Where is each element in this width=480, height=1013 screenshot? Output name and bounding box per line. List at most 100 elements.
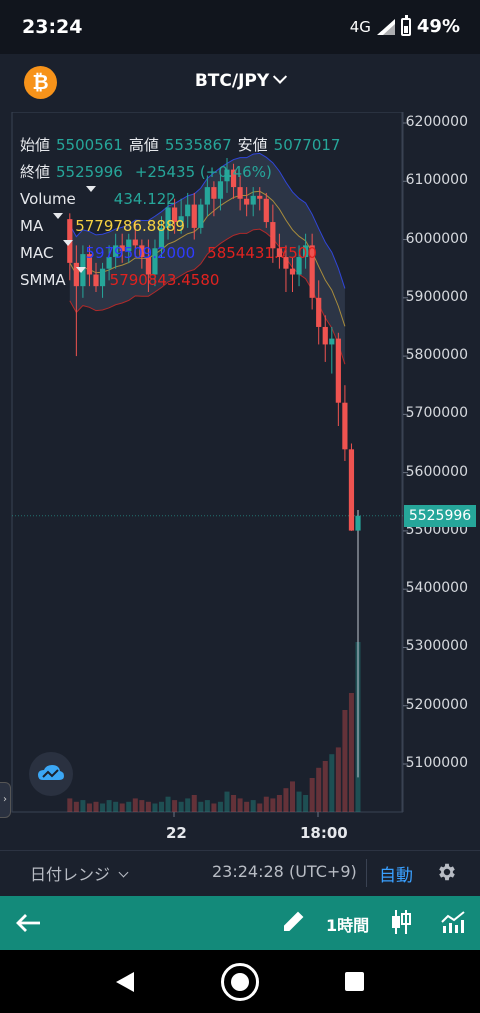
nav-recents-icon[interactable]: [345, 972, 364, 991]
volume-bar: [329, 754, 335, 812]
volume-bar: [348, 693, 354, 812]
candle-body: [106, 257, 112, 269]
chart-header: ₿ BTC/JPY: [0, 54, 480, 112]
back-arrow-icon[interactable]: [14, 908, 44, 938]
candlestick-chart[interactable]: [0, 112, 480, 850]
volume-label: Volume: [20, 190, 76, 208]
volume-bar: [257, 803, 263, 812]
volume-bar: [126, 801, 132, 812]
ma-value: 5779786.8889: [75, 217, 185, 235]
change-value: +25435 (+0.46%): [134, 163, 272, 181]
smma-label: SMMA: [20, 271, 66, 289]
volume-bar: [316, 767, 322, 812]
auto-scale-button[interactable]: 自動: [379, 866, 413, 886]
volume-bar: [276, 795, 282, 812]
candle-body: [93, 274, 99, 287]
dropdown-icon[interactable]: [63, 240, 74, 246]
bottom-toolbar: 1時間: [0, 896, 480, 950]
ohlc-row: 始値 5500561 高値 5535867 安値 5077017: [20, 132, 340, 159]
dropdown-icon[interactable]: [85, 186, 96, 192]
candle-body: [250, 195, 256, 205]
candle-body: [172, 207, 178, 223]
candle-body: [329, 338, 335, 345]
pencil-icon[interactable]: [282, 909, 306, 933]
candle-body: [283, 257, 289, 269]
candle-body: [217, 181, 224, 199]
candle-body: [119, 245, 125, 252]
indicators-icon[interactable]: [440, 910, 466, 934]
volume-bar: [165, 796, 171, 812]
price-chart[interactable]: 始値 5500561 高値 5535867 安値 5077017 終値 5525…: [0, 112, 480, 850]
candle-body: [145, 257, 151, 275]
candle-body: [303, 245, 309, 258]
dropdown-icon[interactable]: [75, 267, 86, 273]
candlestick-type-icon[interactable]: [390, 908, 412, 936]
high-label: 高値: [128, 136, 159, 154]
mac-lower-value: 5854431.7500: [207, 244, 317, 262]
date-range-label: 日付レンジ: [30, 865, 111, 884]
chart-legend: 始値 5500561 高値 5535867 安値 5077017 終値 5525…: [20, 132, 340, 294]
volume-bar: [198, 801, 204, 812]
candle-body: [211, 187, 217, 199]
time-label-day: 22: [166, 824, 187, 842]
chevron-down-icon: [273, 69, 288, 84]
volume-bar: [211, 803, 217, 812]
candle-body: [224, 169, 230, 182]
volume-row[interactable]: Volume 434.122: [20, 186, 340, 213]
mac-row[interactable]: MAC 5979509.2000 5854431.7500: [20, 240, 340, 267]
candle-body: [270, 222, 276, 249]
candle-body: [126, 239, 132, 252]
nav-home-icon[interactable]: [221, 963, 259, 1001]
candle-body: [296, 257, 302, 275]
candle-body: [191, 204, 197, 228]
volume-bar: [132, 798, 138, 812]
network-label: 4G: [349, 17, 371, 36]
symbol-selector[interactable]: BTC/JPY: [0, 69, 480, 91]
dropdown-icon[interactable]: [53, 213, 64, 219]
candle-body: [237, 187, 243, 199]
current-price-tag: 5525996: [404, 504, 476, 527]
date-range-selector[interactable]: 日付レンジ: [30, 861, 129, 885]
candle-body: [86, 254, 93, 275]
symbol-label: BTC/JPY: [194, 71, 270, 91]
volume-bar: [335, 747, 341, 812]
candle-body: [244, 198, 250, 205]
status-time: 23:24: [22, 16, 83, 38]
volume-bar: [250, 800, 256, 812]
volume-bar: [113, 801, 119, 812]
tradingview-logo-icon[interactable]: [29, 752, 73, 796]
candle-body: [204, 187, 210, 205]
volume-bar: [290, 781, 295, 812]
volume-bar: [309, 778, 315, 812]
candle-body: [198, 204, 204, 228]
gear-icon[interactable]: [436, 861, 458, 883]
volume-bar: [159, 801, 164, 812]
price-axis-label: 6000000: [405, 230, 468, 247]
system-nav-bar: [0, 950, 480, 1013]
ma-row[interactable]: MA 5779786.8889: [20, 213, 340, 240]
volume-bar: [270, 798, 276, 812]
candle-body: [257, 195, 263, 199]
clock-label: 23:24:28 (UTC+9): [212, 862, 357, 881]
volume-bar: [178, 801, 184, 812]
interval-selector[interactable]: 1時間: [326, 916, 370, 935]
ma-label: MA: [20, 217, 44, 235]
volume-bar: [80, 800, 86, 812]
side-panel-toggle[interactable]: ›: [0, 782, 11, 818]
bitcoin-logo-icon: ₿: [24, 66, 57, 99]
price-axis-label: 5300000: [405, 638, 468, 655]
volume-bar: [263, 796, 269, 812]
chart-footer: 日付レンジ 23:24:28 (UTC+9) 自動: [0, 850, 480, 896]
candle-body: [276, 248, 282, 258]
divider: [366, 859, 367, 887]
price-axis-label: 5100000: [405, 755, 468, 771]
close-value: 5525996: [56, 163, 123, 181]
smma-row[interactable]: SMMA 5790843.4580: [20, 267, 340, 294]
price-axis-label: 5200000: [405, 696, 468, 713]
volume-bar: [106, 800, 112, 812]
candle-body: [178, 216, 184, 223]
volume-bar: [172, 800, 178, 812]
volume-bar: [217, 801, 223, 812]
volume-bar: [237, 798, 243, 812]
nav-back-icon[interactable]: [114, 970, 136, 994]
